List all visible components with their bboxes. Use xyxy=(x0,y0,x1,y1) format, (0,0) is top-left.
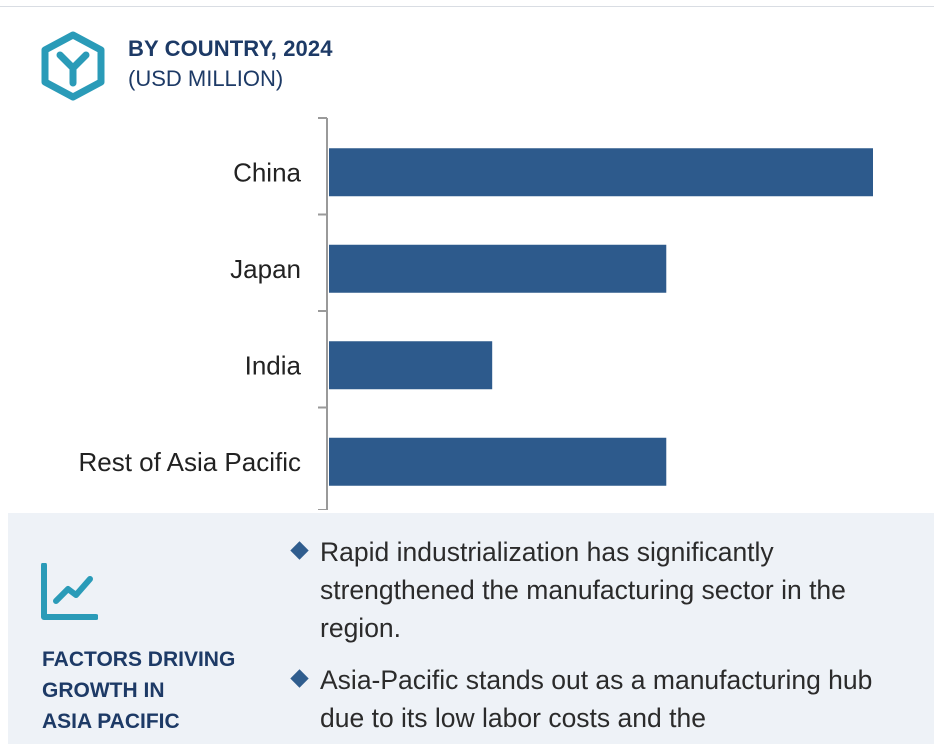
chart-subtitle: (USD MILLION) xyxy=(128,66,284,91)
factors-title-line: FACTORS DRIVING xyxy=(42,648,236,671)
bar-japan xyxy=(329,244,667,293)
growth-chart-icon xyxy=(41,563,98,620)
bar-china xyxy=(329,148,873,197)
chart-title: BY COUNTRY, 2024 xyxy=(128,36,333,61)
bar-rest-of-asia-pacific xyxy=(329,437,667,486)
top-divider xyxy=(0,6,934,7)
category-label: Japan xyxy=(230,254,301,284)
category-label: India xyxy=(245,350,302,380)
factors-title-line: ASIA PACIFIC xyxy=(42,710,180,733)
bullet-text: Rapid industrialization has significantl… xyxy=(320,537,846,643)
factors-title-line: GROWTH IN xyxy=(42,679,165,702)
bar-chart: China Japan India Rest of Asia Pacific xyxy=(78,117,873,510)
diamond-bullet-icon xyxy=(290,669,309,688)
factors-bullet-list: Rapid industrialization has significantl… xyxy=(290,533,920,751)
category-label: China xyxy=(233,157,301,187)
bullet-item: Rapid industrialization has significantl… xyxy=(290,533,920,647)
bar-india xyxy=(329,341,493,390)
bullet-item: Asia-Pacific stands out as a manufacturi… xyxy=(290,661,920,737)
category-label: Rest of Asia Pacific xyxy=(78,447,301,477)
hexagon-y-logo-icon xyxy=(41,31,105,101)
factors-panel: FACTORS DRIVING GROWTH IN ASIA PACIFIC R… xyxy=(8,513,934,744)
factors-title: FACTORS DRIVING GROWTH IN ASIA PACIFIC xyxy=(42,644,272,737)
bullet-text: Asia-Pacific stands out as a manufacturi… xyxy=(320,665,873,733)
diamond-bullet-icon xyxy=(290,541,309,560)
